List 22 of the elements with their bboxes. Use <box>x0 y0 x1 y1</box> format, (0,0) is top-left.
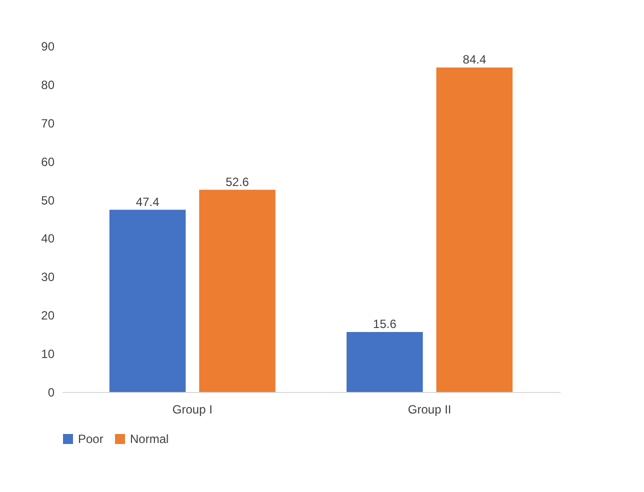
y-tick-label: 60 <box>41 154 55 169</box>
y-tick-label: 40 <box>41 232 55 246</box>
y-tick-label: 30 <box>41 270 55 284</box>
bar <box>346 332 423 392</box>
y-tick-label: 10 <box>41 347 55 362</box>
y-tick-label: 90 <box>41 40 55 54</box>
x-tick-label: Group I <box>172 402 212 416</box>
bar <box>199 190 276 392</box>
legend-label: Normal <box>130 432 169 446</box>
bar <box>436 68 513 392</box>
y-tick-label: 50 <box>41 193 55 208</box>
y-tick-label: 20 <box>41 308 55 323</box>
y-tick-label: 70 <box>41 116 55 130</box>
data-label: 15.6 <box>373 317 397 332</box>
y-tick-label: 80 <box>41 78 55 92</box>
data-label: 52.6 <box>226 174 250 189</box>
y-tick-label: 0 <box>48 386 55 400</box>
data-label: 47.4 <box>136 194 160 209</box>
x-tick-label: Group II <box>408 402 452 416</box>
bar <box>109 210 186 392</box>
legend-label: Poor <box>78 432 104 446</box>
data-label: 84.4 <box>462 52 486 67</box>
